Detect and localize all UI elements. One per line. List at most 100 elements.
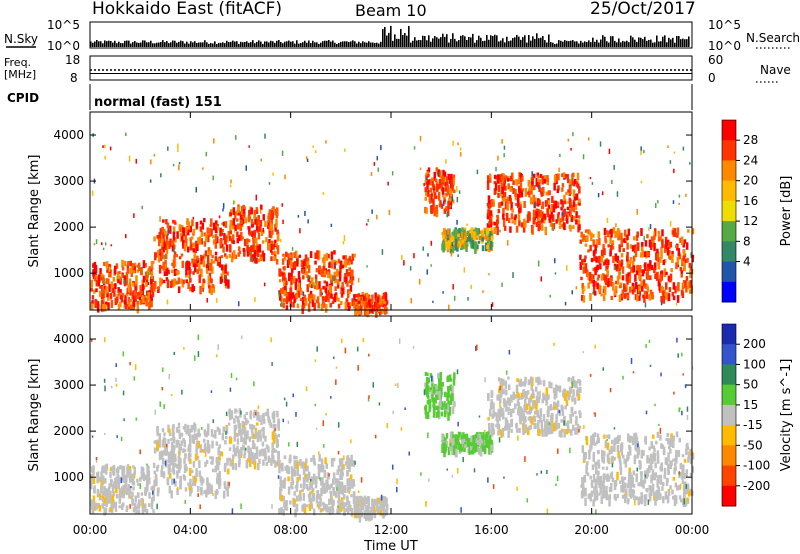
power-echo-cell — [517, 178, 521, 184]
velocity-echo-cell — [135, 417, 138, 421]
velocity-echo-cell — [539, 415, 542, 423]
power-echo-cell — [294, 250, 298, 259]
velocity-echo-cell — [140, 497, 144, 506]
power-echo-cell — [307, 276, 310, 282]
power-echo-cell — [447, 200, 450, 209]
velocity-echo-cell — [311, 487, 315, 493]
velocity-echo-cell — [605, 485, 608, 493]
velocity-echo-cell — [100, 485, 103, 492]
velocity-echo-cell — [277, 459, 280, 467]
noise-bar — [106, 41, 108, 47]
velocity-echo-cell — [332, 478, 335, 485]
power-echo-cell — [231, 234, 235, 242]
power-echo-cell — [234, 254, 238, 259]
power-echo-cell — [110, 281, 114, 289]
noise-bar — [578, 43, 580, 47]
velocity-echo-cell — [218, 428, 221, 435]
noise-bar — [624, 41, 626, 47]
noise-bar — [404, 32, 406, 47]
power-echo-cell — [354, 304, 357, 309]
power-echo-cell — [603, 227, 607, 236]
noise-bar — [536, 33, 538, 47]
noise-bar — [386, 35, 388, 47]
power-echo-cell — [428, 200, 432, 204]
velocity-echo-cell — [380, 494, 383, 501]
velocity-echo-cell — [337, 495, 341, 501]
velocity-echo-cell — [440, 387, 443, 395]
power-echo-cell — [274, 223, 277, 232]
velocity-echo-cell — [672, 476, 676, 481]
velocity-echo-cell — [122, 465, 126, 473]
power-echo-cell — [537, 223, 541, 232]
velocity-echo-cell — [611, 477, 615, 483]
power-echo-cell — [563, 199, 567, 205]
power-echo-cell — [258, 244, 262, 253]
power-echo-cell — [163, 271, 167, 277]
velocity-echo-cell — [340, 476, 344, 481]
power-echo-cell — [255, 223, 259, 231]
velocity-echo-cell — [337, 490, 341, 499]
power-echo-cell — [340, 300, 343, 305]
power-echo-cell — [204, 250, 208, 257]
power-echo-cell — [189, 278, 192, 283]
velocity-echo-cell — [448, 374, 452, 382]
power-echo-cell — [482, 290, 484, 293]
velocity-echo-cell — [496, 422, 500, 430]
power-echo-cell — [488, 177, 492, 183]
noise-bar — [540, 37, 542, 47]
power-echo-cell — [205, 264, 209, 269]
velocity-echo-cell — [218, 444, 222, 449]
power-echo-cell — [222, 221, 226, 227]
velocity-echo-cell — [546, 421, 549, 431]
power-echo-cell — [275, 212, 278, 219]
power-echo-cell — [566, 206, 570, 211]
power-echo-cell — [349, 274, 353, 280]
velocity-echo-cell — [218, 450, 222, 457]
power-echo-cell — [359, 301, 362, 305]
power-colorbar-tick-label: 24 — [743, 153, 758, 167]
power-echo-cell — [237, 206, 240, 213]
power-echo-cell — [560, 199, 563, 205]
noise-bar — [468, 37, 470, 47]
velocity-echo-cell — [636, 440, 640, 445]
velocity-echo-cell — [537, 419, 540, 425]
power-echo-cell — [172, 259, 176, 269]
velocity-echo-cell — [196, 455, 200, 460]
power-echo-cell — [139, 285, 142, 293]
power-echo-cell — [502, 213, 505, 220]
velocity-echo-cell — [207, 423, 210, 433]
noise-bar — [622, 40, 624, 47]
velocity-echo-cell — [457, 441, 461, 449]
noise-bar — [526, 42, 528, 47]
power-echo-cell — [261, 240, 265, 244]
velocity-echo-cell — [242, 437, 246, 444]
power-echo-cell — [426, 190, 430, 197]
power-echo-cell — [150, 299, 153, 308]
velocity-echo-cell — [507, 406, 510, 411]
velocity-echo-cell — [182, 437, 185, 443]
velocity-echo-cell — [190, 469, 194, 474]
power-echo-cell — [164, 253, 168, 260]
power-echo-cell — [253, 258, 257, 264]
power-echo-cell — [564, 174, 567, 178]
velocity-echo-cell — [681, 480, 685, 484]
noise-bar — [556, 43, 558, 47]
power-echo-cell — [539, 219, 542, 224]
velocity-echo-cell — [516, 392, 519, 398]
noise-bar — [490, 35, 492, 47]
power-echo-cell — [561, 183, 565, 188]
power-echo-cell — [592, 267, 596, 272]
velocity-echo-cell — [442, 442, 446, 451]
velocity-echo-cell — [203, 429, 207, 435]
power-echo-cell — [689, 279, 692, 288]
power-echo-cell — [103, 261, 106, 267]
velocity-echo-cell — [515, 389, 519, 394]
power-echo-cell — [111, 287, 114, 294]
power-echo-cell — [199, 285, 202, 295]
velocity-echo-cell — [205, 459, 209, 464]
velocity-echo-cell — [282, 418, 284, 423]
power-echo-cell — [493, 221, 497, 226]
velocity-echo-cell — [577, 379, 580, 384]
power-echo-cell — [539, 209, 543, 218]
velocity-echo-cell — [224, 440, 227, 445]
